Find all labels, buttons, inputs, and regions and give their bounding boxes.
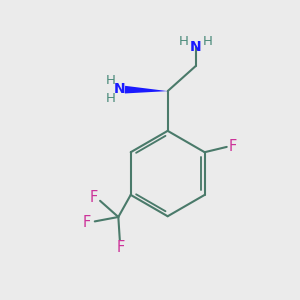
- Text: H: H: [203, 35, 213, 48]
- Polygon shape: [125, 86, 168, 94]
- Text: F: F: [83, 215, 91, 230]
- Text: F: F: [229, 140, 237, 154]
- Text: N: N: [114, 82, 125, 96]
- Text: F: F: [116, 240, 124, 255]
- Text: H: H: [105, 92, 115, 105]
- Text: N: N: [190, 40, 202, 54]
- Text: H: H: [105, 74, 115, 87]
- Text: F: F: [89, 190, 98, 205]
- Text: H: H: [178, 35, 188, 48]
